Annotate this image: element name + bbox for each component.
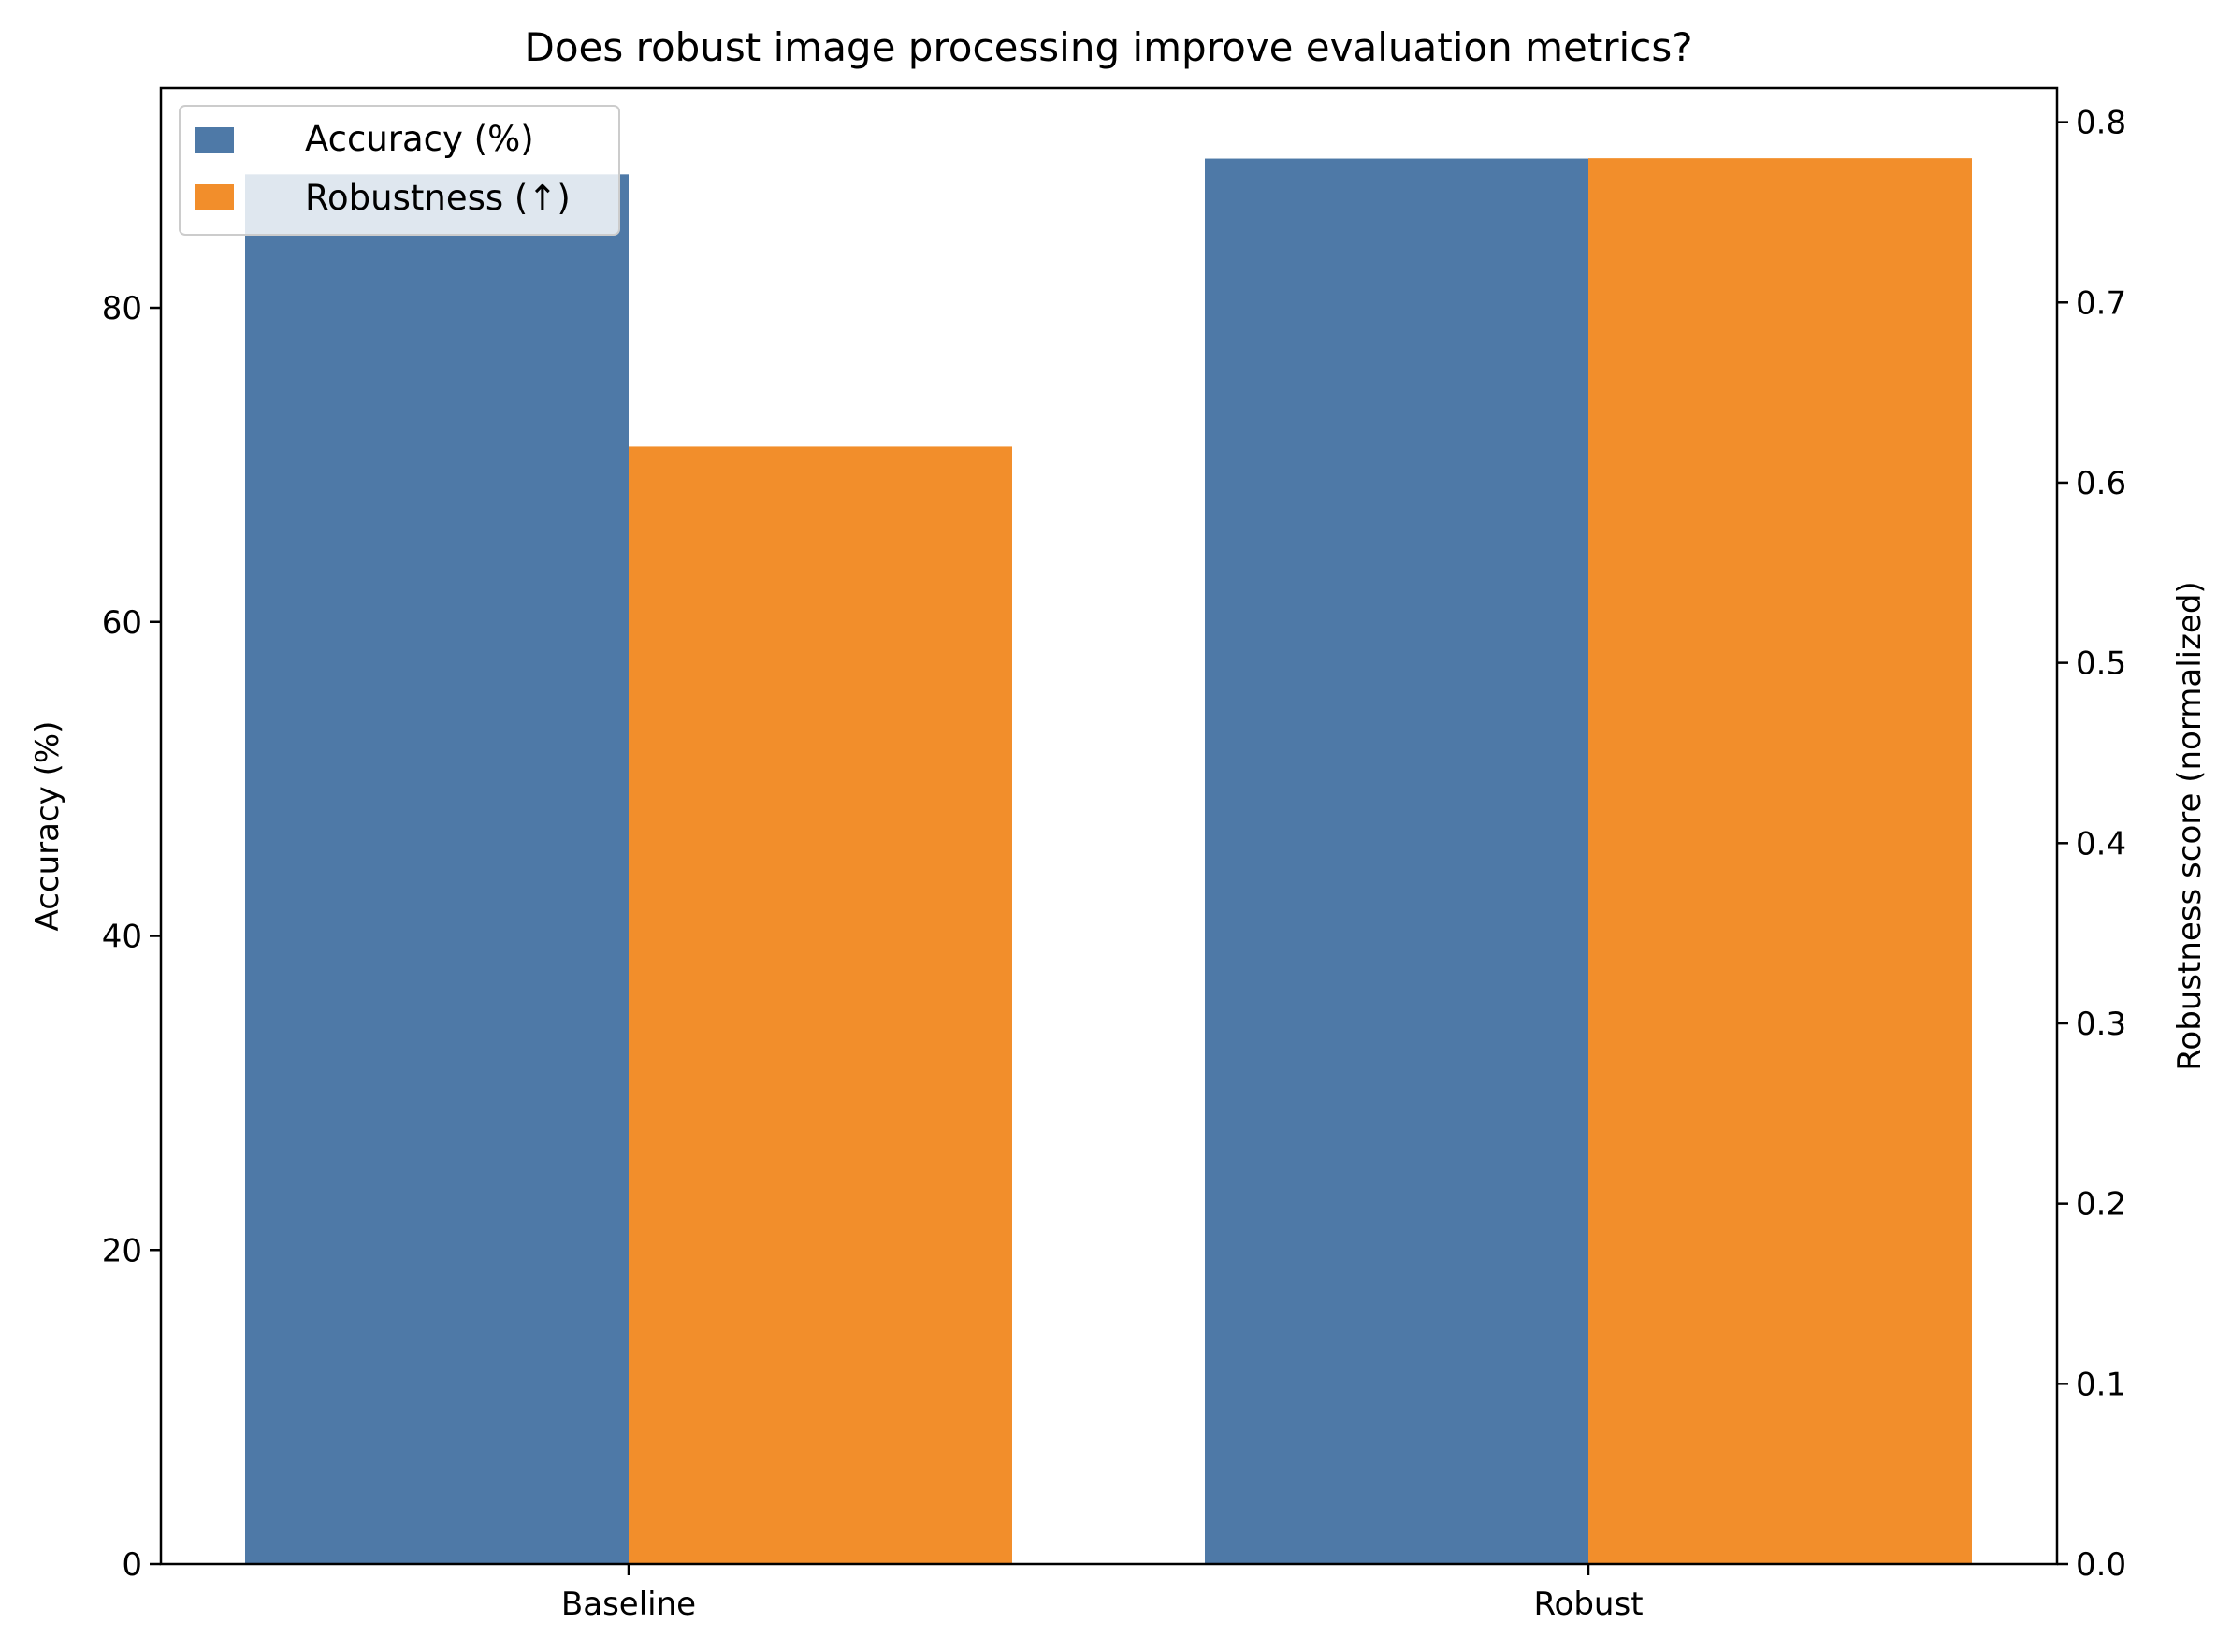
right-tick-label: 0.7 bbox=[2076, 284, 2126, 322]
bar-accuracy-baseline bbox=[245, 174, 629, 1564]
plot-frame bbox=[159, 86, 2059, 1566]
right-tick-label: 0.3 bbox=[2076, 1006, 2126, 1043]
legend-swatch-robustness bbox=[195, 184, 234, 210]
right-tick-label: 0.8 bbox=[2076, 105, 2126, 142]
left-tick-label: 40 bbox=[102, 919, 142, 956]
x-axis: Baseline Robust bbox=[561, 1564, 1644, 1623]
legend-box bbox=[179, 105, 620, 236]
left-axis: 0 20 40 60 80 bbox=[102, 290, 161, 1584]
right-tick-label: 0.2 bbox=[2076, 1186, 2126, 1224]
right-axis: 0.0 0.1 0.2 0.3 0.4 0.5 0.6 0.7 0.8 bbox=[2057, 105, 2126, 1584]
legend-label-accuracy: Accuracy (%) bbox=[305, 119, 534, 159]
right-tick-label: 0.4 bbox=[2076, 825, 2126, 862]
bars-group bbox=[245, 158, 1972, 1565]
left-tick-label: 20 bbox=[102, 1232, 142, 1269]
bar-robustness-robust bbox=[1588, 158, 1972, 1565]
right-tick-label: 0.1 bbox=[2076, 1366, 2126, 1403]
chart-title: Does robust image processing improve eva… bbox=[524, 24, 1692, 70]
legend-label-robustness: Robustness (↑) bbox=[305, 178, 571, 218]
right-tick-label: 0.0 bbox=[2076, 1546, 2126, 1584]
bar-robustness-baseline bbox=[629, 446, 1012, 1564]
left-tick-label: 0 bbox=[122, 1546, 142, 1584]
left-tick-label: 80 bbox=[102, 290, 142, 327]
left-axis-title: Accuracy (%) bbox=[29, 721, 66, 932]
right-tick-label: 0.6 bbox=[2076, 465, 2126, 502]
legend-swatch-accuracy bbox=[195, 127, 234, 153]
bar-accuracy-robust bbox=[1205, 158, 1588, 1564]
right-axis-title: Robustness score (normalized) bbox=[2171, 581, 2209, 1070]
legend: Accuracy (%) Robustness (↑) bbox=[179, 105, 620, 236]
x-tick-label-baseline: Baseline bbox=[561, 1586, 696, 1623]
left-tick-label: 60 bbox=[102, 604, 142, 642]
right-tick-label: 0.5 bbox=[2076, 645, 2126, 683]
x-tick-label-robust: Robust bbox=[1533, 1586, 1643, 1623]
